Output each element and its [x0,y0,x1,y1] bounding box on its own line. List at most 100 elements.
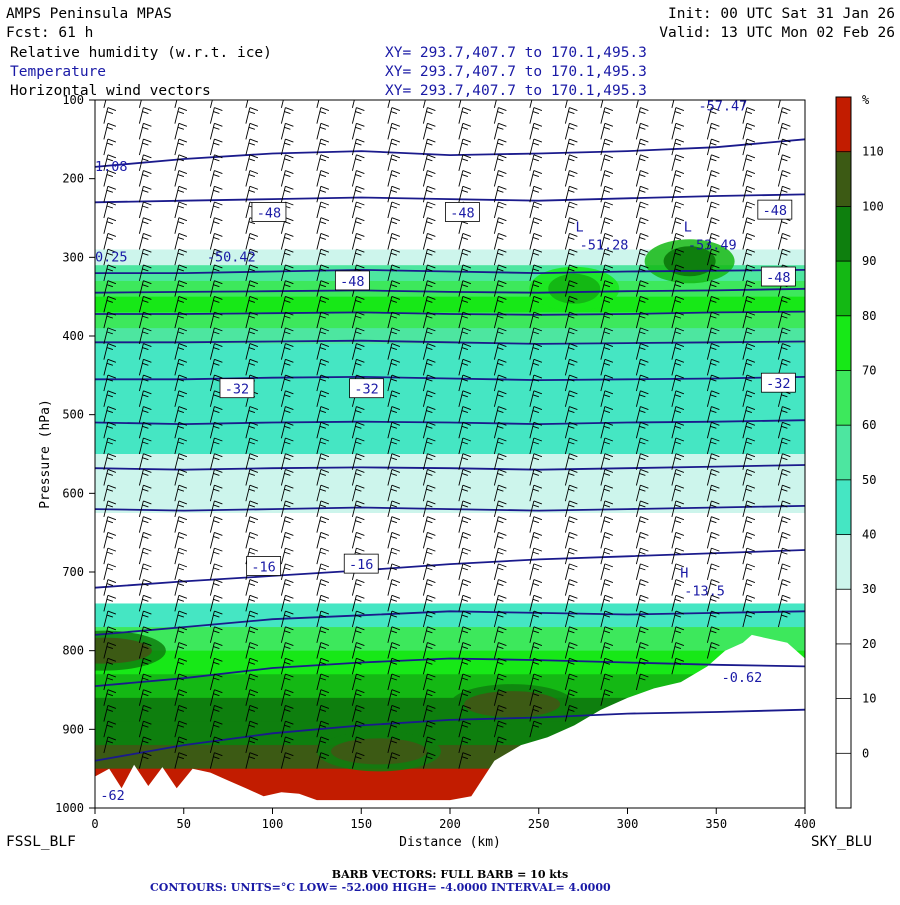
wind-barb [422,453,436,470]
wind-barb [138,295,152,313]
x-tick-label: 0 [91,817,98,831]
colorbar-tick-label: 0 [862,746,869,760]
wind-barb [209,469,223,486]
rh-maximum-core [331,738,427,765]
wind-barb [351,295,365,313]
wind-barb [138,100,142,108]
wind-barb [245,594,259,612]
rh-maximum-core [464,691,561,718]
wind-barb [742,437,756,455]
wind-barb [280,453,294,470]
wind-barb [280,594,294,612]
wind-barb [742,374,756,392]
wind-barb [564,673,578,691]
rh-band [95,343,805,376]
wind-barb [209,594,223,612]
wind-barb [280,100,284,108]
wind-barb [564,516,578,533]
wind-barb [316,720,330,738]
wind-barb [671,264,685,282]
wind-barb [600,453,614,470]
cross-section-start-label: FSSL_BLF [6,834,76,850]
wind-barb [564,610,578,628]
wind-barb [742,579,756,596]
wind-barb [316,594,330,612]
wind-barb [316,107,330,124]
contour-label-box [219,378,255,399]
wind-barb [103,295,117,313]
wind-barb [387,154,401,171]
wind-barb [777,185,791,203]
wind-barb [209,673,223,691]
wind-barb [280,390,294,407]
isotherm-contour [95,464,805,471]
wind-barb [351,626,365,643]
contour-label-box [760,372,796,393]
y-axis-label: Pressure (hPa) [38,399,53,509]
wind-barb [351,594,365,612]
wind-barb [422,563,436,580]
wind-barb [245,185,259,203]
contour-label-text: -16 [251,559,275,575]
wind-barb [777,516,791,533]
contour-label-text: -16 [349,557,373,573]
wind-barb [387,642,401,659]
wind-barb [174,673,188,691]
wind-barb [209,453,223,470]
wind-barb [103,610,117,628]
wind-barb [422,122,436,140]
wind-barb [351,170,365,187]
wind-barb [777,343,791,360]
wind-barb [458,689,472,706]
wind-barb [564,500,578,518]
wind-barb [742,610,756,628]
rh-band [95,265,805,282]
isotherm-contour [95,505,805,512]
wind-barb [245,469,259,486]
wind-barb [422,327,436,344]
wind-barb [564,327,578,344]
wind-barb [564,642,578,659]
wind-barb [174,453,188,470]
wind-barb [600,343,614,360]
wind-barb [742,217,756,234]
wind-barb [742,185,756,203]
wind-barb [387,280,401,297]
wind-barb [138,453,152,470]
wind-barb [564,185,578,203]
rh-band [95,249,805,266]
wind-barb [245,673,259,691]
wind-barb [174,689,188,706]
wind-barb [209,154,223,171]
wind-barb [103,107,117,124]
wind-barb [245,437,259,455]
wind-barb [458,138,472,156]
wind-barb [351,720,365,738]
wind-barb [103,138,117,156]
x-tick-label: 250 [528,817,550,831]
wind-barb [742,358,756,376]
wind-barb [209,626,223,643]
wind-barb [209,233,223,250]
wind-barb [458,610,472,628]
wind-barb [316,170,330,187]
wind-barb [138,327,152,344]
wind-barb [458,705,472,722]
wind-barb [600,248,614,266]
wind-barb [387,201,401,219]
wind-barb [529,343,543,360]
wind-barb [742,406,756,423]
contour-label-box [343,553,379,574]
wind-barb [529,689,543,706]
wind-barb [529,264,543,282]
wind-barb [529,248,543,266]
x-tick-label: 50 [177,817,191,831]
wind-barb [245,122,259,140]
contour-label-box [334,270,370,291]
wind-barb [493,547,507,565]
wind-barb [351,327,365,344]
wind-barb [458,295,472,313]
wind-barb [138,531,152,549]
wind-barb [103,390,117,407]
rh-band [95,280,805,298]
